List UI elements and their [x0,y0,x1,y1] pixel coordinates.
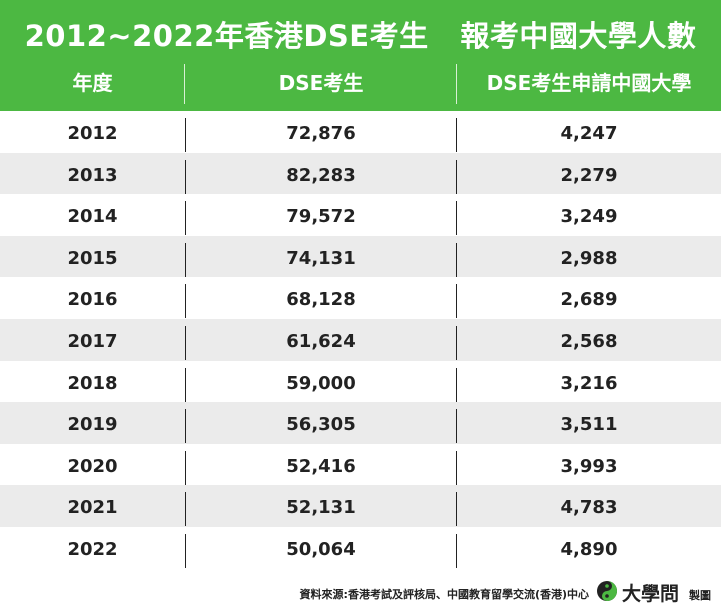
china-applicant-cell: 3,216 [560,372,618,394]
table-row: 2019 56,305 3,511 [0,402,721,444]
table-row: 2016 68,128 2,689 [0,277,721,319]
table-header: 2012~2022年香港DSE考生 報考中國大學人數 年度 DSE考生 DSE考… [0,0,721,111]
column-divider [456,242,457,277]
dse-count-cell: 74,131 [286,247,356,269]
table-body: 2012 72,876 4,247 2013 82,283 2,279 2014 79,572… [0,111,721,569]
column-divider [185,118,186,152]
table-row: 2014 79,572 3,249 [0,194,721,236]
brand-name: 大學問 [622,583,680,605]
column-divider [456,284,457,319]
column-header-dse: DSE考生 [278,71,364,95]
column-divider [185,533,186,568]
dse-count-cell: 50,064 [286,538,356,560]
column-divider [456,409,457,444]
column-header-china: DSE考生申請中國大學 [486,71,692,95]
page-title: 2012~2022年香港DSE考生 報考中國大學人數 [24,19,697,53]
footer: 資料來源:香港考試及評核局、中國教育留學交流(香港)中心 大學問 製圖 [0,578,721,610]
year-cell: 2012 [67,123,118,144]
table-row: 2013 82,283 2,279 [0,152,721,195]
year-cell: 2015 [67,247,118,269]
made-by-label: 製圖 [689,589,711,602]
year-cell: 2016 [67,289,118,311]
dse-count-cell: 52,131 [286,497,356,519]
dse-count-cell: 68,128 [286,289,356,311]
china-applicant-cell: 3,511 [560,414,618,436]
column-divider [456,533,457,568]
column-divider [456,492,457,527]
china-applicant-cell: 3,249 [560,206,618,228]
year-cell: 2019 [67,414,118,436]
dse-count-cell: 59,000 [286,372,356,394]
column-divider [456,118,457,152]
table-row: 2020 52,416 3,993 [0,444,721,486]
china-applicant-cell: 2,279 [560,164,618,186]
year-cell: 2020 [67,455,118,477]
column-divider [185,325,186,360]
china-applicant-cell: 2,689 [560,289,618,311]
dse-count-cell: 79,572 [286,206,356,228]
source-note: 資料來源:香港考試及評核局、中國教育留學交流(香港)中心 [299,588,589,601]
header-divider [456,64,457,104]
year-cell: 2022 [67,538,118,560]
table-row: 2022 50,064 4,890 [0,527,721,569]
year-cell: 2018 [67,372,118,394]
dse-count-cell: 61,624 [286,330,356,352]
dse-count-cell: 82,283 [286,164,356,186]
year-cell: 2013 [67,164,118,186]
column-divider [185,201,186,236]
column-header-year: 年度 [72,71,113,95]
year-cell: 2014 [67,206,118,228]
column-divider [185,242,186,277]
column-divider [185,367,186,402]
china-applicant-cell: 3,993 [560,455,618,477]
china-applicant-cell: 4,247 [560,123,618,144]
column-divider [185,450,186,485]
table-row: 2012 72,876 4,247 [0,111,721,153]
dse-count-cell: 72,876 [286,123,356,144]
brand-logo-icon [597,581,617,601]
column-divider [456,159,457,194]
table-row: 2021 52,131 4,783 [0,485,721,527]
column-divider [185,284,186,319]
dse-count-cell: 52,416 [286,455,356,477]
table-row: 2015 74,131 2,988 [0,235,721,278]
china-applicant-cell: 4,890 [560,538,618,560]
column-divider [185,492,186,527]
year-cell: 2017 [67,330,118,352]
column-divider [185,409,186,444]
column-divider [456,450,457,485]
header-divider [184,64,185,104]
table-row: 2018 59,000 3,216 [0,361,721,403]
dse-count-cell: 56,305 [286,414,356,436]
table-row: 2017 61,624 2,568 [0,318,721,361]
column-divider [456,367,457,402]
column-divider [456,201,457,236]
column-divider [456,325,457,360]
column-divider [185,159,186,194]
china-applicant-cell: 2,988 [560,247,618,269]
china-applicant-cell: 2,568 [560,330,618,352]
year-cell: 2021 [67,497,118,519]
china-applicant-cell: 4,783 [560,497,618,519]
